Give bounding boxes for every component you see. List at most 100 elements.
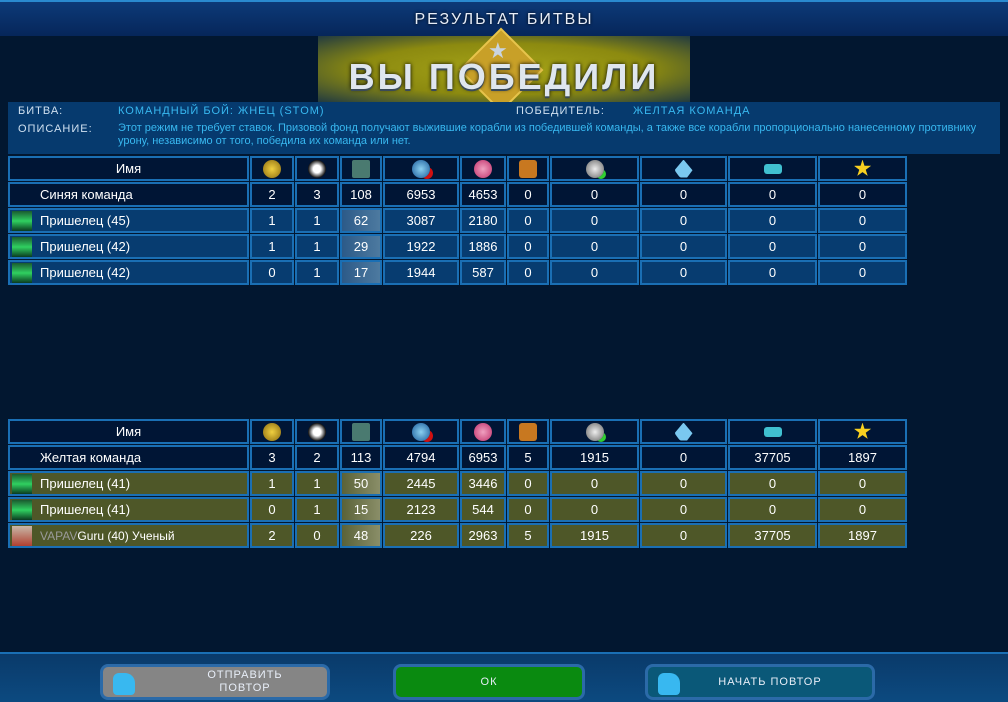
player-row[interactable]: Пришелец (42) 1 1 29 1922 1886 0 0 0 0 0 [8, 234, 998, 259]
crystal-icon [674, 422, 693, 441]
column-name[interactable]: Имя [8, 419, 249, 444]
window-title: РЕЗУЛЬТАТ БИТВЫ [414, 11, 594, 28]
stat-cell: 1897 [818, 523, 907, 548]
team-total-cell: 0 [818, 182, 907, 207]
player-name: Пришелец (41) [40, 476, 131, 491]
stat-cell: 62 [340, 208, 382, 233]
stat-cell: 37705 [728, 523, 817, 548]
stat-cell: 0 [640, 208, 727, 233]
player-name-cell: Пришелец (42) [8, 260, 249, 285]
damage-dealt-icon [474, 422, 492, 441]
stat-cell: 0 [640, 497, 727, 522]
team-total-cell: 0 [640, 182, 727, 207]
player-name: Пришелец (45) [40, 213, 131, 228]
column-header[interactable] [383, 156, 459, 181]
column-header[interactable] [295, 419, 339, 444]
send-replay-button[interactable]: ОТПРАВИТЬ ПОВТОР [100, 664, 330, 700]
column-header[interactable] [460, 419, 506, 444]
skull-kills-icon [308, 422, 326, 441]
stat-cell: 0 [507, 208, 549, 233]
column-header[interactable] [250, 156, 294, 181]
column-header[interactable] [550, 419, 639, 444]
stat-cell: 0 [550, 234, 639, 259]
stat-cell: 3446 [460, 471, 506, 496]
battle-info: БИТВА: КОМАНДНЫЙ БОЙ: ЖНЕЦ (STOM) ПОБЕДИ… [8, 102, 1000, 154]
stat-cell: 2180 [460, 208, 506, 233]
player-name-cell: Пришелец (41) [8, 497, 249, 522]
stat-cell: 0 [640, 471, 727, 496]
stat-cell: 0 [728, 260, 817, 285]
battle-label: БИТВА: [18, 105, 64, 117]
stat-cell: 5 [507, 523, 549, 548]
damage-taken-icon [412, 159, 430, 178]
column-header[interactable] [340, 156, 382, 181]
player-row[interactable]: Пришелец (41) 1 1 50 2445 3446 0 0 0 0 0 [8, 471, 998, 496]
column-header[interactable] [640, 156, 727, 181]
team-total-cell: 113 [340, 445, 382, 470]
team-total-cell: 37705 [728, 445, 817, 470]
team-total-row: Синяя команда 2 3 108 6953 4653 0 0 0 0 0 [8, 182, 998, 207]
player-avatar [12, 474, 32, 494]
stat-cell: 17 [340, 260, 382, 285]
team-total-cell: 2 [250, 182, 294, 207]
team-total-cell: 1915 [550, 445, 639, 470]
stat-cell: 0 [640, 523, 727, 548]
crystal-icon [674, 159, 693, 178]
player-avatar [12, 500, 32, 520]
stat-cell: 1 [295, 471, 339, 496]
player-row[interactable]: Пришелец (41) 0 1 15 2123 544 0 0 0 0 0 [8, 497, 998, 522]
stat-cell: 15 [340, 497, 382, 522]
stat-cell: 29 [340, 234, 382, 259]
stat-cell: 0 [728, 497, 817, 522]
ok-button[interactable]: ОК [393, 664, 585, 700]
stat-cell: 1 [250, 471, 294, 496]
column-header[interactable] [550, 156, 639, 181]
player-avatar [12, 263, 32, 283]
column-header[interactable] [818, 419, 907, 444]
winner-label: ПОБЕДИТЕЛЬ: [516, 105, 605, 117]
stat-cell: 48 [340, 523, 382, 548]
header-row: Имя [8, 419, 998, 444]
player-name-cell: VAPAVGuru (40) Ученый [8, 523, 249, 548]
stat-cell: 0 [250, 260, 294, 285]
chest-icon [519, 422, 537, 441]
column-header[interactable] [340, 419, 382, 444]
column-header[interactable] [640, 419, 727, 444]
team-total-cell: 4794 [383, 445, 459, 470]
chest-icon [519, 159, 537, 178]
column-header[interactable] [295, 156, 339, 181]
credits-icon [763, 426, 782, 437]
column-header[interactable] [250, 419, 294, 444]
column-header[interactable] [818, 156, 907, 181]
player-row[interactable]: Пришелец (42) 0 1 17 1944 587 0 0 0 0 0 [8, 260, 998, 285]
player-name: Пришелец (42) [40, 239, 131, 254]
team-total-row: Желтая команда 3 2 113 4794 6953 5 1915 0 37705 18… [8, 445, 998, 470]
stat-cell: 2445 [383, 471, 459, 496]
stat-cell: 0 [550, 497, 639, 522]
stat-cell: 0 [507, 497, 549, 522]
stat-cell: 50 [340, 471, 382, 496]
column-header[interactable] [728, 419, 817, 444]
stat-cell: 0 [507, 260, 549, 285]
star-icon [853, 159, 872, 176]
start-replay-button[interactable]: НАЧАТЬ ПОВТОР [645, 664, 875, 700]
column-header[interactable] [460, 156, 506, 181]
winner-value: ЖЕЛТАЯ КОМАНДА [633, 105, 751, 117]
player-row[interactable]: VAPAVGuru (40) Ученый 2 0 48 226 2963 5 1915 0 37… [8, 523, 998, 548]
column-name[interactable]: Имя [8, 156, 249, 181]
column-header[interactable] [507, 156, 549, 181]
stat-cell: 3087 [383, 208, 459, 233]
stat-cell: 0 [550, 208, 639, 233]
stat-cell: 1915 [550, 523, 639, 548]
start-replay-label: НАЧАТЬ ПОВТОР [718, 675, 822, 688]
stat-cell: 2 [250, 523, 294, 548]
stat-cell: 1 [295, 260, 339, 285]
column-header[interactable] [507, 419, 549, 444]
player-row[interactable]: Пришелец (45) 1 1 62 3087 2180 0 0 0 0 0 [8, 208, 998, 233]
column-header[interactable] [383, 419, 459, 444]
stat-cell: 0 [818, 471, 907, 496]
player-name-cell: Пришелец (42) [8, 234, 249, 259]
team-name: Желтая команда [8, 445, 249, 470]
player-nick: VAPAV [40, 528, 78, 543]
column-header[interactable] [728, 156, 817, 181]
